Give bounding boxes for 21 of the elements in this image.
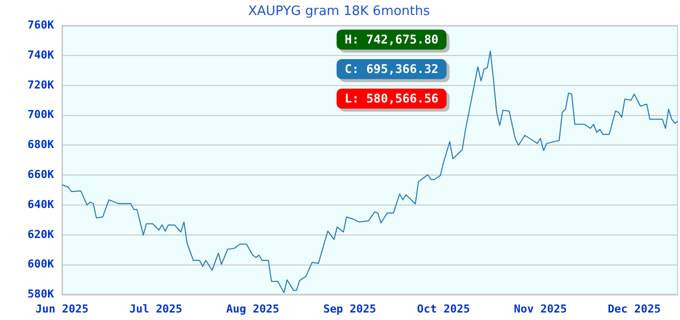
annotation: C: 695,366.32 (344, 62, 439, 76)
x-tick-label: Aug 2025 (226, 302, 280, 316)
x-tick-label: Sep 2025 (323, 302, 376, 316)
x-tick-label: Jun 2025 (36, 302, 88, 316)
y-tick-label: 640K (28, 198, 54, 211)
annotation: H: 742,675.80 (344, 32, 439, 47)
y-tick-label: 740K (28, 48, 54, 62)
y-tick-label: 580K (28, 288, 54, 301)
x-tick-label: Dec 2025 (608, 302, 661, 316)
chart-title: XAUPYG gram 18K 6months (248, 4, 430, 20)
x-tick-label: Oct 2025 (416, 302, 470, 316)
y-tick-label: 620K (28, 228, 54, 241)
x-tick-label: Jul 2025 (129, 302, 182, 316)
y-tick-label: 720K (28, 78, 54, 92)
y-tick-label: 660K (28, 168, 54, 182)
y-tick-label: 700K (28, 108, 54, 122)
y-tick-label: 680K (28, 138, 54, 152)
y-tick-label: 760K (28, 18, 54, 32)
y-tick-label: 600K (28, 258, 54, 271)
annotation: L: 580,566.56 (344, 92, 439, 106)
x-tick-label: Nov 2025 (514, 302, 567, 316)
